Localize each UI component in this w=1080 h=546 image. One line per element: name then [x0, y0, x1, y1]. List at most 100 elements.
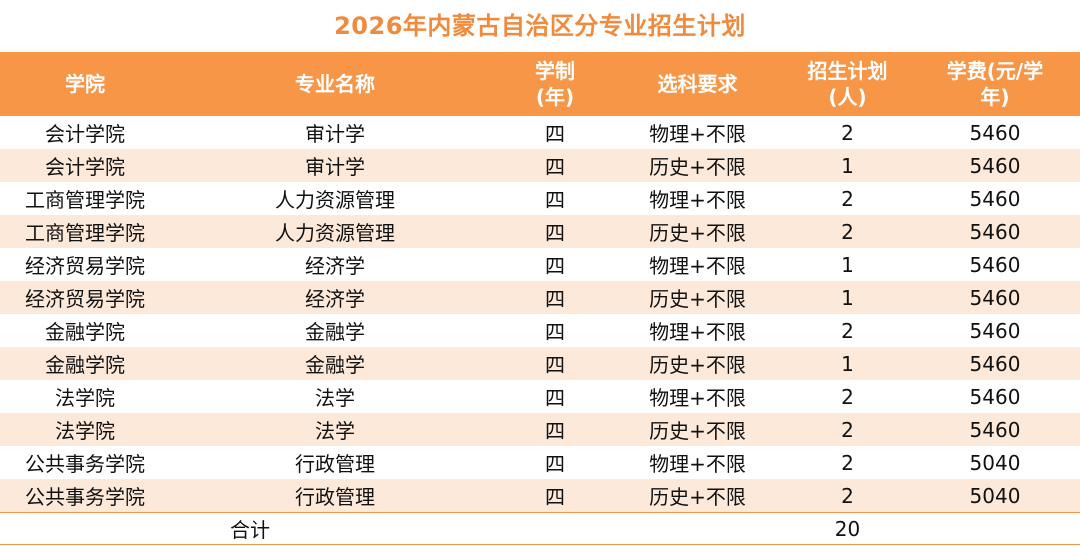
cell-requirement: 物理+不限 — [610, 446, 785, 479]
cell-requirement: 物理+不限 — [610, 380, 785, 413]
cell-college: 经济贸易学院 — [0, 248, 170, 281]
table-row: 经济贸易学院 经济学 四 历史+不限 1 5460 — [0, 281, 1080, 314]
header-plan: 招生计划 (人) — [785, 52, 910, 116]
header-fee: 学费(元/学 年) — [910, 52, 1080, 116]
cell-fee: 5460 — [910, 116, 1080, 149]
enrollment-plan-table: 学院 专业名称 学制 (年) 选科要求 招生计划 (人) 学费(元/学 年) 会… — [0, 52, 1080, 545]
cell-college: 会计学院 — [0, 116, 170, 149]
cell-major: 审计学 — [170, 116, 500, 149]
cell-major: 金融学 — [170, 314, 500, 347]
cell-requirement: 物理+不限 — [610, 314, 785, 347]
cell-major: 行政管理 — [170, 479, 500, 513]
table-row: 会计学院 审计学 四 历史+不限 1 5460 — [0, 149, 1080, 182]
header-fee-line2: 年) — [980, 85, 1010, 109]
cell-college: 会计学院 — [0, 149, 170, 182]
cell-major: 金融学 — [170, 347, 500, 380]
cell-duration: 四 — [500, 446, 610, 479]
table-row: 法学院 法学 四 历史+不限 2 5460 — [0, 413, 1080, 446]
header-duration: 学制 (年) — [500, 52, 610, 116]
cell-plan: 2 — [785, 215, 910, 248]
cell-duration: 四 — [500, 281, 610, 314]
table-body: 会计学院 审计学 四 物理+不限 2 5460 会计学院 审计学 四 历史+不限… — [0, 116, 1080, 513]
cell-plan: 1 — [785, 248, 910, 281]
cell-requirement: 物理+不限 — [610, 248, 785, 281]
cell-plan: 2 — [785, 182, 910, 215]
cell-major: 行政管理 — [170, 446, 500, 479]
cell-requirement: 历史+不限 — [610, 281, 785, 314]
header-duration-line2: (年) — [535, 85, 575, 109]
cell-college: 金融学院 — [0, 314, 170, 347]
cell-major: 经济学 — [170, 248, 500, 281]
cell-college: 工商管理学院 — [0, 215, 170, 248]
cell-requirement: 历史+不限 — [610, 347, 785, 380]
cell-college: 公共事务学院 — [0, 446, 170, 479]
cell-fee: 5460 — [910, 413, 1080, 446]
cell-duration: 四 — [500, 413, 610, 446]
header-duration-line1: 学制 — [535, 59, 575, 83]
total-empty-cell — [610, 512, 785, 545]
cell-plan: 2 — [785, 116, 910, 149]
total-plan: 20 — [785, 512, 910, 545]
table-row: 法学院 法学 四 物理+不限 2 5460 — [0, 380, 1080, 413]
cell-fee: 5460 — [910, 281, 1080, 314]
total-label: 合计 — [0, 512, 500, 545]
cell-requirement: 物理+不限 — [610, 182, 785, 215]
cell-college: 公共事务学院 — [0, 479, 170, 513]
page-title: 2026年内蒙古自治区分专业招生计划 — [334, 12, 746, 40]
cell-requirement: 历史+不限 — [610, 149, 785, 182]
cell-fee: 5460 — [910, 215, 1080, 248]
cell-plan: 2 — [785, 479, 910, 513]
cell-plan: 2 — [785, 446, 910, 479]
cell-fee: 5460 — [910, 347, 1080, 380]
cell-major: 经济学 — [170, 281, 500, 314]
cell-duration: 四 — [500, 182, 610, 215]
cell-requirement: 历史+不限 — [610, 215, 785, 248]
cell-college: 法学院 — [0, 380, 170, 413]
cell-duration: 四 — [500, 149, 610, 182]
cell-plan: 1 — [785, 281, 910, 314]
total-empty-cell — [500, 512, 610, 545]
cell-major: 审计学 — [170, 149, 500, 182]
header-major: 专业名称 — [170, 52, 500, 116]
cell-college: 金融学院 — [0, 347, 170, 380]
cell-duration: 四 — [500, 380, 610, 413]
total-row: 合计 20 — [0, 512, 1080, 545]
cell-major: 法学 — [170, 413, 500, 446]
table-row: 金融学院 金融学 四 物理+不限 2 5460 — [0, 314, 1080, 347]
cell-plan: 2 — [785, 314, 910, 347]
cell-duration: 四 — [500, 215, 610, 248]
cell-plan: 1 — [785, 149, 910, 182]
cell-duration: 四 — [500, 479, 610, 513]
cell-major: 法学 — [170, 380, 500, 413]
cell-plan: 1 — [785, 347, 910, 380]
cell-plan: 2 — [785, 413, 910, 446]
table-row: 经济贸易学院 经济学 四 物理+不限 1 5460 — [0, 248, 1080, 281]
cell-duration: 四 — [500, 248, 610, 281]
cell-requirement: 物理+不限 — [610, 116, 785, 149]
header-college: 学院 — [0, 52, 170, 116]
table-row: 会计学院 审计学 四 物理+不限 2 5460 — [0, 116, 1080, 149]
table-header: 学院 专业名称 学制 (年) 选科要求 招生计划 (人) 学费(元/学 年) — [0, 52, 1080, 116]
table-row: 工商管理学院 人力资源管理 四 历史+不限 2 5460 — [0, 215, 1080, 248]
table-row: 公共事务学院 行政管理 四 历史+不限 2 5040 — [0, 479, 1080, 513]
cell-college: 法学院 — [0, 413, 170, 446]
cell-requirement: 历史+不限 — [610, 479, 785, 513]
cell-college: 经济贸易学院 — [0, 281, 170, 314]
cell-fee: 5040 — [910, 479, 1080, 513]
cell-duration: 四 — [500, 347, 610, 380]
table-row: 金融学院 金融学 四 历史+不限 1 5460 — [0, 347, 1080, 380]
cell-duration: 四 — [500, 116, 610, 149]
cell-requirement: 历史+不限 — [610, 413, 785, 446]
header-fee-line1: 学费(元/学 — [946, 59, 1044, 83]
header-plan-line2: (人) — [828, 85, 867, 109]
table-row: 公共事务学院 行政管理 四 物理+不限 2 5040 — [0, 446, 1080, 479]
cell-fee: 5460 — [910, 182, 1080, 215]
cell-duration: 四 — [500, 314, 610, 347]
cell-fee: 5460 — [910, 380, 1080, 413]
total-empty-cell — [910, 512, 1080, 545]
cell-fee: 5460 — [910, 248, 1080, 281]
cell-fee: 5040 — [910, 446, 1080, 479]
header-requirement: 选科要求 — [610, 52, 785, 116]
cell-major: 人力资源管理 — [170, 215, 500, 248]
cell-college: 工商管理学院 — [0, 182, 170, 215]
